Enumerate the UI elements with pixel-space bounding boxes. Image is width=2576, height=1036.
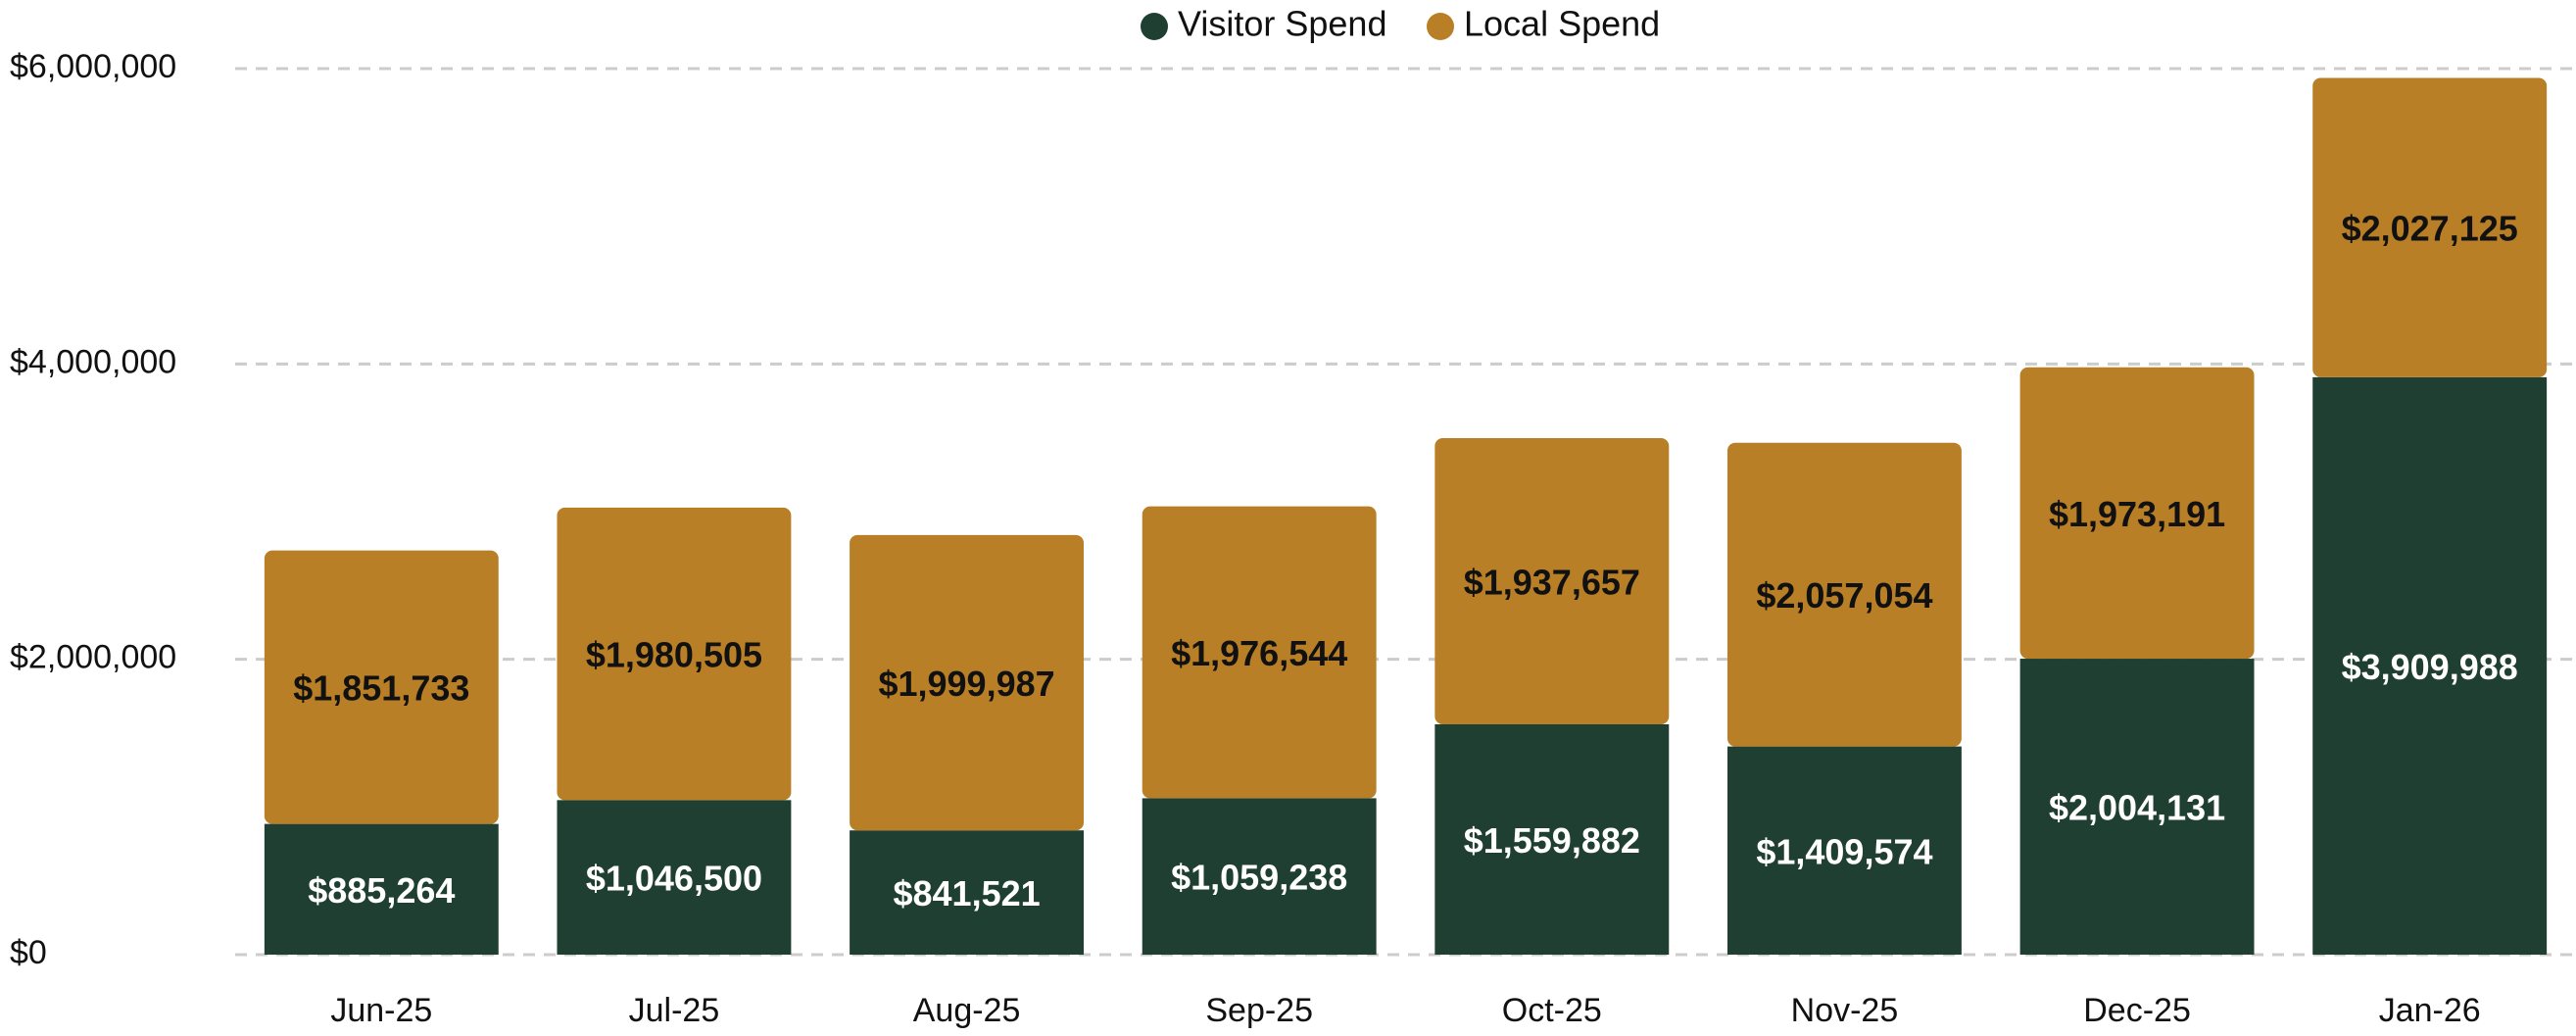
x-tick-label: Nov-25: [1791, 992, 1899, 1029]
bar-segment: [2312, 77, 2548, 377]
bar-segment: [2019, 659, 2255, 955]
legend-swatch: [1141, 13, 1168, 40]
value-label: $2,057,054: [1756, 575, 1932, 616]
y-tick-label: $6,000,000: [10, 48, 176, 85]
bar-segment: [264, 823, 499, 955]
value-label: $3,909,988: [2342, 647, 2518, 687]
x-tick-label: Jun-25: [330, 992, 432, 1029]
y-tick-label: $2,000,000: [10, 639, 176, 676]
x-tick-label: Oct-25: [1502, 992, 1602, 1029]
bar-segment: [1142, 506, 1377, 799]
bar-segment: [1142, 798, 1377, 955]
legend-label: Visitor Spend: [1178, 4, 1386, 44]
bar-segment: [2019, 367, 2255, 660]
value-label: $1,999,987: [878, 664, 1054, 704]
value-label: $885,264: [308, 870, 455, 911]
value-label: $2,004,131: [2049, 788, 2225, 828]
value-label: $2,027,125: [2342, 209, 2518, 249]
value-label: $1,059,238: [1171, 858, 1347, 898]
bar-segment: [2312, 376, 2548, 955]
value-label: $1,559,882: [1464, 820, 1640, 861]
bar-segment: [1434, 723, 1670, 955]
value-label: $1,976,544: [1171, 633, 1347, 673]
bar-segment: [850, 534, 1085, 831]
value-label: $1,937,657: [1464, 563, 1640, 603]
value-label: $1,973,191: [2049, 494, 2225, 534]
bar-segment: [1726, 746, 1962, 955]
bar-segment: [557, 507, 792, 801]
value-label: $1,851,733: [293, 668, 469, 709]
y-tick-label: $0: [10, 934, 47, 971]
x-tick-label: Jul-25: [629, 992, 720, 1029]
bar-segment: [1434, 438, 1670, 724]
bar-segment: [1726, 442, 1962, 747]
y-tick-label: $4,000,000: [10, 343, 176, 380]
x-tick-label: Sep-25: [1205, 992, 1313, 1029]
value-label: $1,409,574: [1756, 831, 1932, 871]
value-label: $841,521: [893, 873, 1040, 913]
legend-swatch: [1427, 13, 1454, 40]
x-tick-label: Jan-26: [2379, 992, 2481, 1029]
x-tick-label: Aug-25: [913, 992, 1021, 1029]
bar-segment: [264, 550, 499, 824]
bar-segment: [850, 830, 1085, 955]
legend-label: Local Spend: [1464, 4, 1660, 44]
value-label: $1,046,500: [586, 859, 762, 899]
value-label: $1,980,505: [586, 635, 762, 675]
x-tick-label: Dec-25: [2083, 992, 2191, 1029]
bar-segment: [557, 800, 792, 955]
